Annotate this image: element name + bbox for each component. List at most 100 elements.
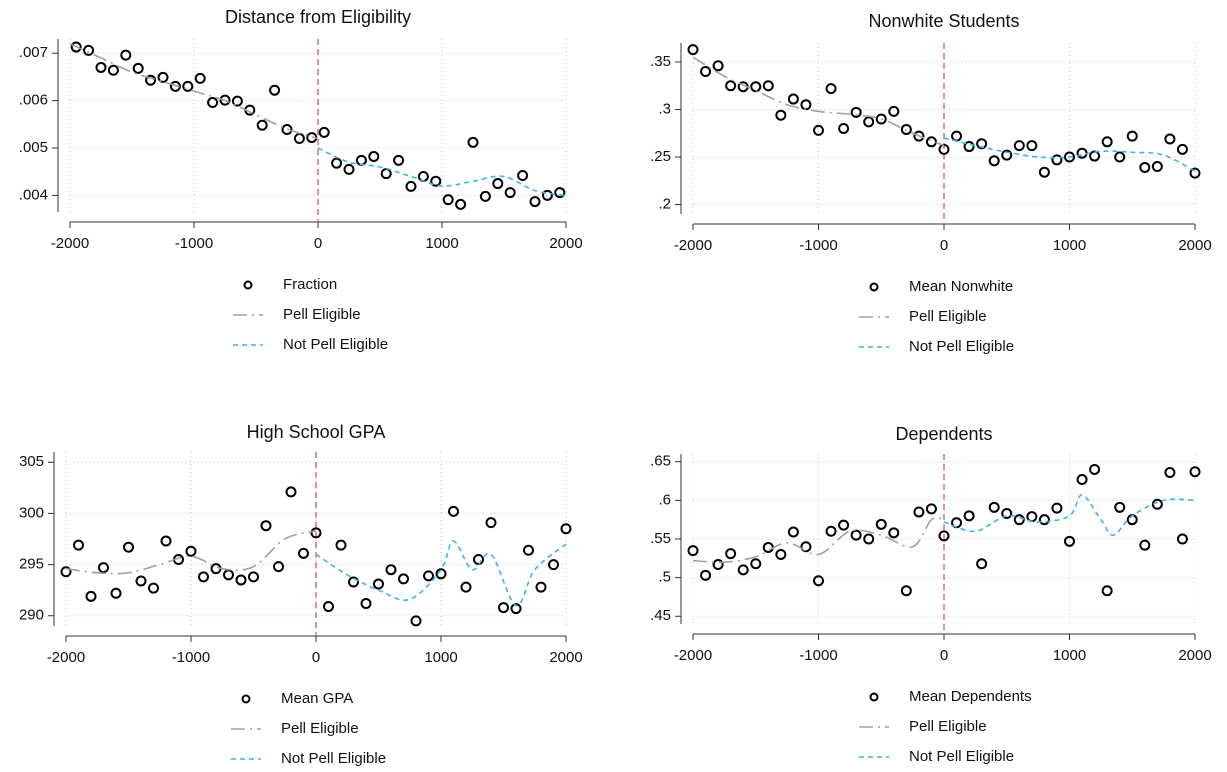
data-point [120, 49, 132, 61]
data-point [875, 113, 887, 125]
data-point [900, 123, 912, 135]
legend-marker [243, 280, 253, 290]
data-point [750, 81, 762, 93]
data-point [348, 576, 359, 588]
data-point [310, 527, 322, 539]
data-point [460, 581, 472, 593]
data-point [712, 559, 724, 570]
data-point [825, 525, 837, 537]
data-point [548, 559, 559, 571]
data-point [448, 505, 459, 517]
data-point [1151, 498, 1163, 510]
legend-label: Mean Nonwhite [909, 278, 1013, 295]
legend-label: Pell Eligible [909, 308, 987, 325]
data-point [235, 574, 247, 586]
x-tick-label: -2000 [674, 647, 712, 664]
data-point [510, 603, 522, 615]
data-point [423, 570, 434, 582]
data-point [523, 544, 534, 556]
data-point [132, 62, 144, 74]
data-point [850, 106, 862, 118]
data-point [355, 154, 367, 166]
data-point [925, 503, 937, 515]
data-point [430, 175, 442, 187]
data-point [360, 597, 372, 609]
data-point [863, 533, 875, 545]
legend-marker [869, 692, 879, 702]
data-point [1013, 514, 1025, 526]
legend-label: Fraction [283, 276, 337, 293]
data-point [231, 95, 243, 107]
data-point [70, 41, 82, 53]
y-tick-label: .5 [658, 569, 671, 586]
data-point [85, 590, 97, 602]
y-tick-label: .3 [658, 100, 671, 117]
data-point [913, 506, 925, 518]
data-point [198, 571, 209, 583]
data-point [800, 541, 812, 553]
data-point [485, 517, 497, 529]
data-point [160, 535, 172, 547]
data-point [913, 130, 925, 142]
data-point [687, 545, 699, 557]
trend-line [69, 43, 319, 140]
data-point [455, 198, 467, 210]
y-tick-label: .6 [658, 491, 671, 508]
data-point [1139, 161, 1151, 173]
x-tick-label: 2000 [1178, 237, 1211, 254]
y-tick-label: 295 [19, 556, 44, 573]
data-point [256, 119, 268, 131]
data-point [467, 136, 479, 148]
x-tick-label: 1000 [424, 649, 457, 666]
x-tick-label: -2000 [674, 237, 712, 254]
legend-label: Mean GPA [281, 690, 353, 707]
data-point [148, 582, 159, 594]
y-tick-label: .65 [650, 453, 671, 470]
data-point [1001, 149, 1013, 161]
data-point [281, 124, 293, 136]
data-point [248, 571, 259, 583]
data-point [331, 157, 343, 169]
trend-line [943, 494, 1196, 536]
trend-line [317, 147, 567, 197]
data-point [417, 170, 429, 182]
data-point [442, 194, 454, 206]
data-point [787, 93, 799, 105]
data-point [1038, 166, 1050, 178]
x-tick-label: 1000 [1053, 237, 1086, 254]
data-point [169, 80, 181, 92]
data-point [1151, 161, 1163, 172]
data-point [888, 527, 900, 539]
data-point [1114, 151, 1126, 163]
x-tick-label: 0 [312, 649, 320, 666]
data-point [1051, 502, 1063, 514]
x-tick-label: -1000 [799, 237, 837, 254]
data-point [725, 80, 737, 92]
legend-label: Not Pell Eligible [909, 338, 1014, 355]
data-point [207, 97, 219, 109]
y-tick-label: .55 [650, 530, 671, 547]
data-point [762, 80, 774, 92]
data-point [223, 569, 234, 581]
legend-label: Pell Eligible [283, 306, 361, 323]
x-tick-label: -1000 [172, 649, 210, 666]
trend-line [692, 56, 945, 147]
data-point [260, 520, 272, 532]
data-point [273, 561, 284, 573]
data-point [1076, 147, 1088, 159]
y-tick-label: 290 [19, 607, 44, 624]
x-tick-label: 0 [940, 647, 948, 664]
y-tick-label: 305 [19, 453, 44, 470]
data-point [517, 170, 529, 182]
x-tick-label: 0 [314, 235, 322, 252]
x-tick-label: 2000 [1178, 647, 1211, 664]
data-point [194, 72, 206, 84]
data-point [737, 564, 749, 576]
legend-label: Not Pell Eligible [909, 748, 1014, 765]
data-point [825, 83, 837, 95]
data-point [800, 99, 812, 111]
data-point [83, 44, 95, 56]
data-point [435, 568, 447, 580]
trend-line [315, 540, 567, 607]
